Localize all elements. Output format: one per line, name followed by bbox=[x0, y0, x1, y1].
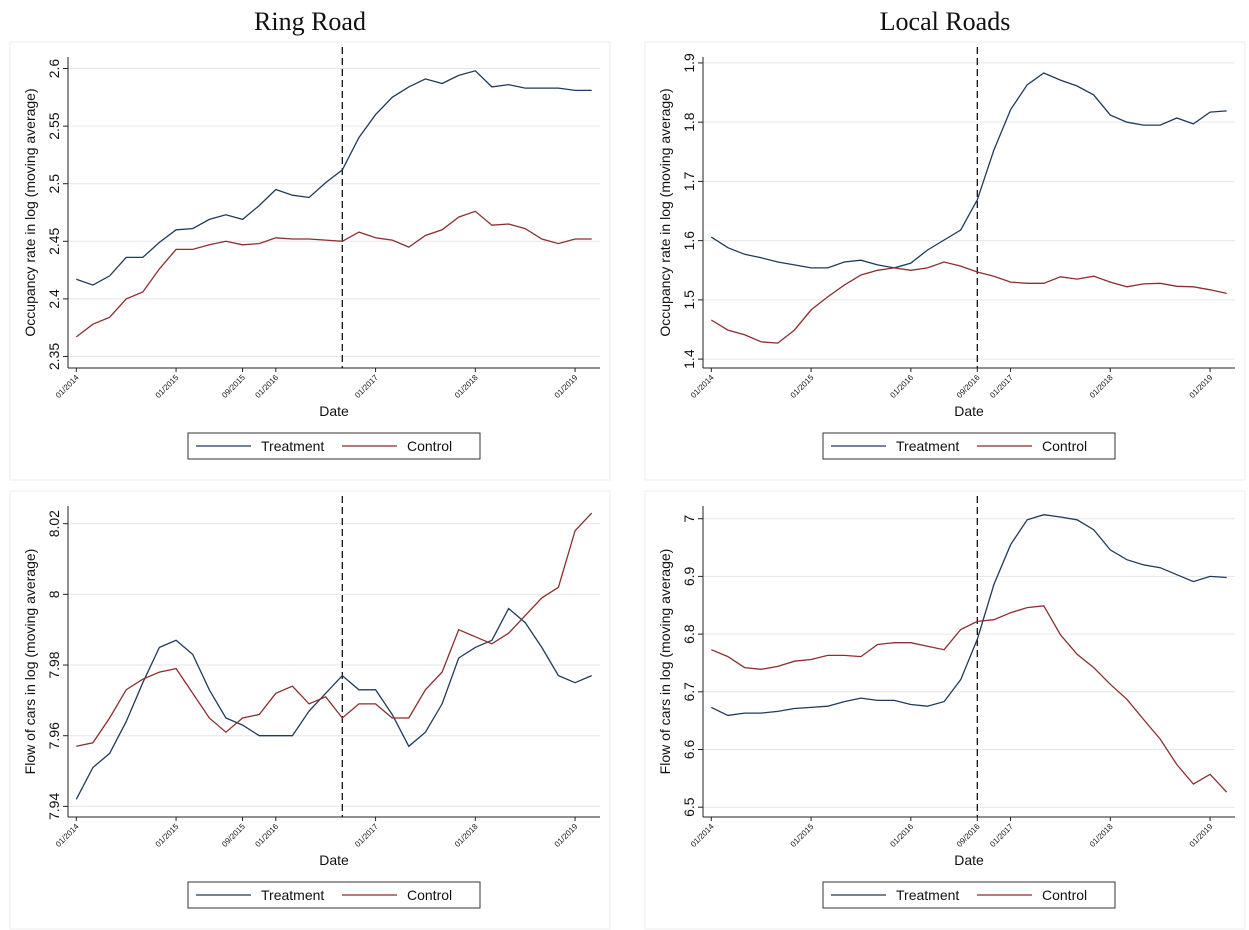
x-tick-label: 01/2016 bbox=[253, 822, 280, 849]
legend-label: Control bbox=[407, 438, 452, 454]
y-tick-label: 2.6 bbox=[46, 59, 62, 79]
legend-label: Control bbox=[407, 887, 452, 903]
y-tick-label: 1.6 bbox=[681, 231, 697, 251]
x-tick-label: 01/2018 bbox=[453, 822, 480, 849]
x-tick-label: 09/2016 bbox=[955, 822, 982, 849]
legend-label: Control bbox=[1042, 887, 1087, 903]
y-tick-label: 2.45 bbox=[46, 227, 62, 254]
legend-label: Control bbox=[1042, 438, 1087, 454]
y-axis-title: Flow of cars in log (moving average) bbox=[657, 549, 673, 775]
panel-frame bbox=[644, 41, 1246, 481]
x-tick-label: 01/2018 bbox=[1088, 822, 1115, 849]
y-tick-label: 1.8 bbox=[681, 112, 697, 132]
y-tick-label: 6.5 bbox=[681, 797, 697, 817]
y-tick-label: 6.6 bbox=[681, 740, 697, 760]
x-tick-label: 01/2018 bbox=[453, 373, 480, 400]
legend-label: Treatment bbox=[896, 438, 959, 454]
y-axis-title: Occupancy rate in log (moving average) bbox=[657, 88, 673, 336]
x-tick-label: 01/2018 bbox=[1088, 373, 1115, 400]
y-tick-label: 8 bbox=[46, 590, 62, 598]
x-tick-label: 01/2015 bbox=[154, 822, 181, 849]
x-tick-label: 01/2017 bbox=[353, 822, 380, 849]
panel-frame bbox=[644, 490, 1246, 930]
y-tick-label: 7.96 bbox=[46, 722, 62, 749]
x-tick-label: 01/2015 bbox=[789, 822, 816, 849]
x-tick-label: 01/2019 bbox=[1188, 373, 1215, 400]
x-tick-label: 01/2016 bbox=[253, 373, 280, 400]
x-tick-label: 01/2016 bbox=[888, 373, 915, 400]
series-line bbox=[710, 72, 1227, 269]
x-tick-label: 01/2017 bbox=[988, 822, 1015, 849]
x-tick-label: 01/2019 bbox=[1188, 822, 1215, 849]
x-tick-label: 09/2015 bbox=[220, 373, 247, 400]
x-tick-label: 01/2014 bbox=[54, 822, 81, 849]
x-tick-label: 01/2016 bbox=[888, 822, 915, 849]
y-tick-label: 7.94 bbox=[46, 793, 62, 820]
y-axis-title: Occupancy rate in log (moving average) bbox=[22, 88, 38, 336]
y-tick-label: 7.98 bbox=[46, 651, 62, 678]
x-tick-label: 01/2014 bbox=[54, 373, 81, 400]
y-tick-label: 8.02 bbox=[46, 510, 62, 537]
x-tick-label: 09/2015 bbox=[220, 822, 247, 849]
legend-label: Treatment bbox=[261, 887, 324, 903]
y-tick-label: 1.7 bbox=[681, 171, 697, 191]
y-tick-label: 1.5 bbox=[681, 290, 697, 310]
y-tick-label: 6.7 bbox=[681, 682, 697, 702]
x-axis-title: Date bbox=[319, 852, 349, 868]
y-tick-label: 2.5 bbox=[46, 174, 62, 194]
x-tick-label: 01/2019 bbox=[553, 373, 580, 400]
series-line bbox=[711, 514, 1227, 717]
legend-label: Treatment bbox=[896, 887, 959, 903]
column-title: Ring Road bbox=[254, 7, 366, 36]
panel-frame bbox=[9, 41, 611, 481]
y-tick-label: 1.9 bbox=[681, 53, 697, 73]
series-line bbox=[710, 261, 1227, 344]
series-line bbox=[75, 210, 592, 338]
series-line bbox=[711, 605, 1228, 793]
y-tick-label: 2.55 bbox=[46, 112, 62, 139]
x-tick-label: 01/2015 bbox=[154, 373, 181, 400]
series-line bbox=[76, 70, 592, 286]
x-tick-label: 01/2014 bbox=[689, 373, 716, 400]
x-tick-label: 01/2019 bbox=[553, 822, 580, 849]
series-line bbox=[76, 512, 593, 747]
x-tick-label: 01/2017 bbox=[988, 373, 1015, 400]
x-axis-title: Date bbox=[954, 403, 984, 419]
x-axis-title: Date bbox=[319, 403, 349, 419]
y-tick-label: 2.35 bbox=[46, 343, 62, 370]
x-tick-label: 01/2015 bbox=[789, 373, 816, 400]
x-tick-label: 09/2016 bbox=[955, 373, 982, 400]
y-tick-label: 6.8 bbox=[681, 624, 697, 644]
x-tick-label: 01/2014 bbox=[689, 822, 716, 849]
y-tick-label: 2.4 bbox=[46, 289, 62, 309]
y-axis-title: Flow of cars in log (moving average) bbox=[22, 549, 38, 775]
legend-label: Treatment bbox=[261, 438, 324, 454]
panel-frame bbox=[9, 490, 611, 930]
y-tick-label: 1.4 bbox=[681, 349, 697, 369]
legend-box bbox=[187, 432, 481, 460]
x-tick-label: 01/2017 bbox=[353, 373, 380, 400]
x-axis-title: Date bbox=[954, 852, 984, 868]
y-tick-label: 7 bbox=[681, 515, 697, 523]
column-title: Local Roads bbox=[880, 7, 1011, 36]
y-tick-label: 6.9 bbox=[681, 566, 697, 586]
series-line bbox=[75, 607, 592, 800]
